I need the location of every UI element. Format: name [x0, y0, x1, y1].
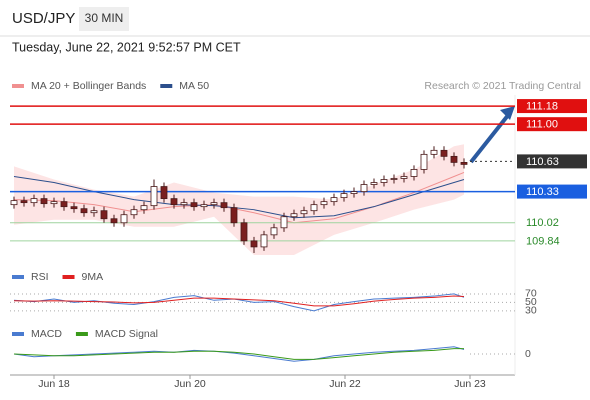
candle-body [70, 206, 78, 210]
legend-swatch [160, 84, 173, 88]
x-tick-label: Jun 18 [38, 378, 70, 390]
indicator-line [13, 295, 465, 307]
timestamp: Tuesday, June 22, 2021 9:52:57 PM CET [12, 40, 241, 54]
candle-body [380, 179, 388, 183]
level-label: 110.63 [526, 156, 559, 168]
candle-body [10, 200, 18, 206]
candle-body [400, 176, 408, 179]
candle-body [300, 210, 308, 215]
legend-swatch [75, 332, 88, 336]
level-box [517, 184, 587, 199]
level-label: 109.84 [526, 235, 560, 247]
candle-body [330, 197, 338, 203]
candle-body [240, 222, 248, 242]
candle-body [20, 200, 28, 204]
candle-body [290, 213, 298, 218]
candle-body [390, 178, 398, 180]
legend-label: 9MA [82, 271, 104, 283]
legend-label: MA 50 [179, 80, 209, 92]
legend-label: RSI [31, 271, 49, 283]
bollinger-band [14, 144, 464, 255]
candle-body [310, 204, 318, 212]
candle-body [80, 208, 88, 214]
candle-body [410, 169, 418, 177]
candle-body [100, 210, 108, 220]
moving-average [13, 172, 465, 224]
candle-body [30, 198, 38, 204]
y-tick-label: 30 [525, 305, 537, 317]
candle-body [280, 216, 288, 229]
indicator-line [13, 348, 464, 360]
forecast-arrow [469, 112, 511, 164]
legend-swatch [12, 84, 24, 88]
candle-body [360, 184, 368, 192]
candle-body [210, 202, 218, 206]
legend-swatch [12, 275, 24, 279]
y-tick-label: 50 [525, 296, 537, 308]
interval: 30 MIN [85, 11, 124, 25]
candle-body [160, 186, 168, 200]
level-label: 110.02 [526, 217, 559, 229]
legend-label: MA 20 + Bollinger Bands [31, 80, 146, 92]
x-tick-label: Jun 23 [454, 378, 486, 390]
legend-label: MACD [31, 328, 62, 340]
candle-body [150, 186, 158, 207]
level-label: 111.18 [526, 100, 558, 112]
level-box [517, 154, 587, 169]
copyright: Research © 2021 Trading Central [424, 80, 581, 92]
candle-body [200, 204, 208, 208]
candle-body [450, 155, 458, 163]
candle-body [60, 201, 68, 208]
y-tick-label: 70 [525, 288, 537, 300]
candle-body [220, 202, 228, 209]
candle-body [250, 240, 258, 248]
level-box [517, 99, 587, 114]
arrow-head [500, 106, 515, 120]
interval-box [79, 7, 129, 31]
candle-body [170, 198, 178, 206]
candle-body [130, 209, 138, 216]
legend-label: MACD Signal [95, 328, 158, 340]
y-tick-label: 0 [525, 348, 531, 360]
candle-body [320, 201, 328, 206]
candle-body [260, 234, 268, 248]
candle-body [190, 202, 198, 208]
level-label: 110.33 [526, 186, 559, 198]
candle-body [370, 182, 378, 185]
candle-body [270, 227, 278, 236]
candle-body [120, 214, 128, 224]
x-tick-label: Jun 20 [174, 378, 206, 390]
candle-body [350, 191, 358, 194]
level-box [517, 117, 587, 132]
x-tick-label: Jun 22 [329, 378, 361, 390]
candle-body [420, 153, 428, 170]
legend-swatch [62, 275, 75, 279]
candle-body [340, 193, 348, 199]
candle-body [50, 201, 58, 205]
candle-body [440, 149, 448, 157]
symbol: USD/JPY [12, 10, 75, 27]
candle-body [110, 218, 118, 224]
candle-body [180, 202, 188, 206]
candle-body [430, 149, 438, 155]
level-label: 111.00 [526, 119, 558, 131]
candle-body [230, 207, 238, 224]
indicator-line [13, 346, 465, 362]
candle-body [90, 210, 98, 214]
legend-swatch [12, 332, 24, 336]
candle-body [40, 198, 48, 205]
candle-body [460, 162, 468, 165]
candle-body [140, 205, 148, 211]
